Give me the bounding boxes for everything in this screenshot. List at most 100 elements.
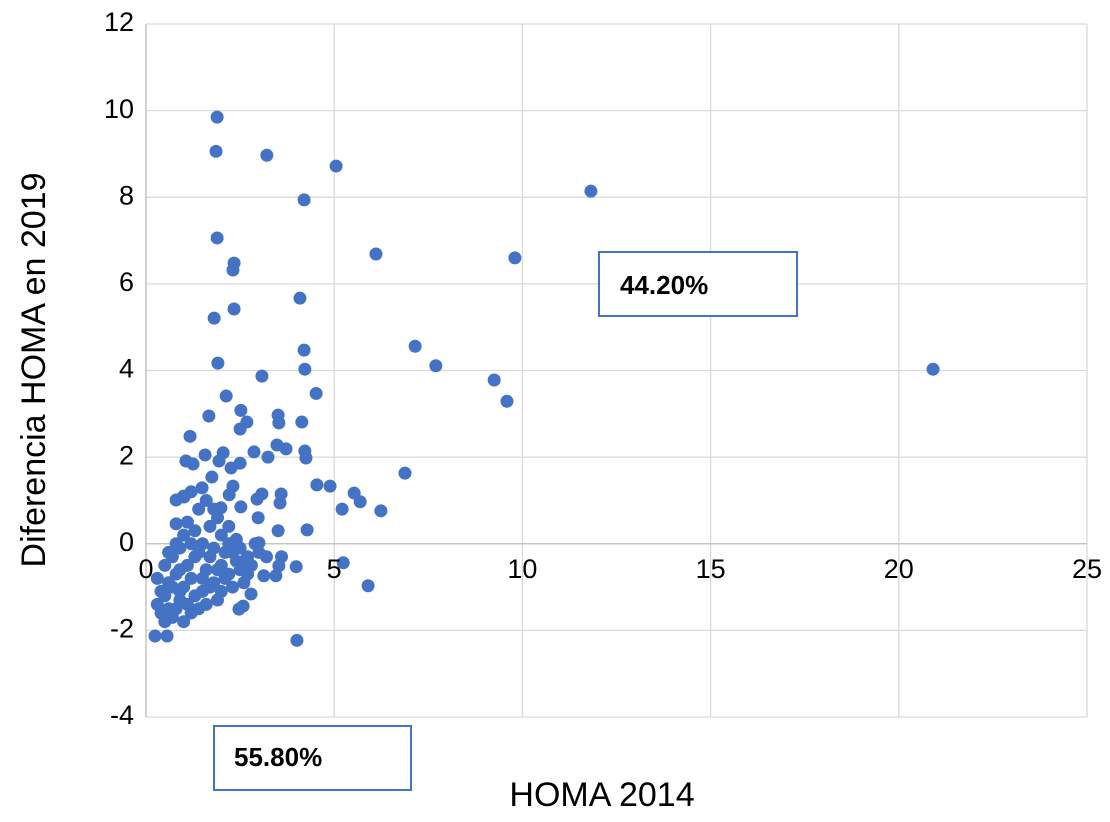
point bbox=[177, 489, 191, 503]
point bbox=[237, 554, 251, 568]
y-tick-label: 8 bbox=[119, 180, 134, 210]
x-tick-label: 15 bbox=[696, 554, 726, 584]
annotation: 44.20% bbox=[620, 270, 708, 300]
point bbox=[184, 571, 198, 585]
point bbox=[207, 502, 221, 516]
points bbox=[148, 110, 940, 647]
point bbox=[257, 569, 271, 583]
point bbox=[429, 359, 443, 373]
point bbox=[408, 339, 422, 353]
point bbox=[177, 528, 191, 542]
point bbox=[361, 579, 375, 593]
point bbox=[158, 615, 172, 629]
x-tick-label: 0 bbox=[138, 554, 153, 584]
point bbox=[241, 567, 255, 581]
point bbox=[289, 560, 303, 574]
point bbox=[329, 159, 343, 173]
point bbox=[214, 584, 228, 598]
point bbox=[195, 571, 209, 585]
point bbox=[222, 488, 236, 502]
point bbox=[173, 563, 187, 577]
point bbox=[336, 556, 350, 570]
y-tick-label: -2 bbox=[110, 614, 134, 644]
grid bbox=[145, 23, 1088, 718]
point bbox=[226, 263, 240, 277]
point bbox=[210, 110, 224, 124]
point bbox=[508, 251, 522, 265]
point bbox=[310, 478, 324, 492]
point bbox=[202, 409, 216, 423]
point bbox=[165, 580, 179, 594]
point bbox=[222, 537, 236, 551]
point bbox=[205, 470, 219, 484]
point bbox=[162, 602, 176, 616]
point bbox=[232, 602, 246, 616]
x-tick-label: 25 bbox=[1072, 554, 1102, 584]
y-tick-label: 0 bbox=[119, 527, 134, 557]
x-axis-title: HOMA 2014 bbox=[509, 776, 694, 814]
point bbox=[158, 558, 172, 572]
point bbox=[209, 144, 223, 158]
point bbox=[199, 493, 213, 507]
point bbox=[290, 633, 304, 647]
point bbox=[374, 504, 388, 518]
point bbox=[487, 373, 501, 387]
point bbox=[272, 416, 286, 430]
point bbox=[212, 454, 226, 468]
point bbox=[273, 496, 287, 510]
point bbox=[160, 629, 174, 643]
x-tick-label: 5 bbox=[327, 554, 342, 584]
point bbox=[203, 519, 217, 533]
point bbox=[214, 528, 228, 542]
point bbox=[293, 291, 307, 305]
point bbox=[297, 193, 311, 207]
point bbox=[183, 429, 197, 443]
point bbox=[211, 563, 225, 577]
point bbox=[203, 580, 217, 594]
y-tick-label: 12 bbox=[104, 7, 134, 37]
point bbox=[323, 479, 337, 493]
point bbox=[210, 231, 224, 245]
point bbox=[247, 445, 261, 459]
point bbox=[297, 343, 311, 357]
y-tick-label: 10 bbox=[104, 94, 134, 124]
point bbox=[224, 461, 238, 475]
point bbox=[195, 481, 209, 495]
point bbox=[180, 597, 194, 611]
point bbox=[198, 448, 212, 462]
point bbox=[353, 495, 367, 509]
point bbox=[218, 571, 232, 585]
point bbox=[154, 584, 168, 598]
point bbox=[186, 457, 200, 471]
point bbox=[259, 550, 273, 564]
point bbox=[234, 500, 248, 514]
point bbox=[192, 502, 206, 516]
x-tick-label: 10 bbox=[507, 554, 537, 584]
point bbox=[233, 422, 247, 436]
point bbox=[226, 580, 240, 594]
point bbox=[219, 389, 233, 403]
point bbox=[300, 523, 314, 537]
point bbox=[184, 537, 198, 551]
annotation-box bbox=[598, 251, 798, 317]
point bbox=[244, 587, 258, 601]
point bbox=[299, 451, 313, 465]
point bbox=[234, 403, 248, 417]
point bbox=[584, 184, 598, 198]
point bbox=[248, 537, 262, 551]
point bbox=[298, 362, 312, 376]
point bbox=[255, 369, 269, 383]
y-tick-label: 2 bbox=[119, 440, 134, 470]
point bbox=[207, 311, 221, 325]
point bbox=[279, 442, 293, 456]
point bbox=[251, 511, 265, 525]
point bbox=[162, 545, 176, 559]
point bbox=[926, 362, 940, 376]
y-tick-label: 6 bbox=[119, 267, 134, 297]
point bbox=[169, 517, 183, 531]
point bbox=[369, 247, 383, 261]
x-tick-label: 20 bbox=[884, 554, 914, 584]
point bbox=[188, 524, 202, 538]
